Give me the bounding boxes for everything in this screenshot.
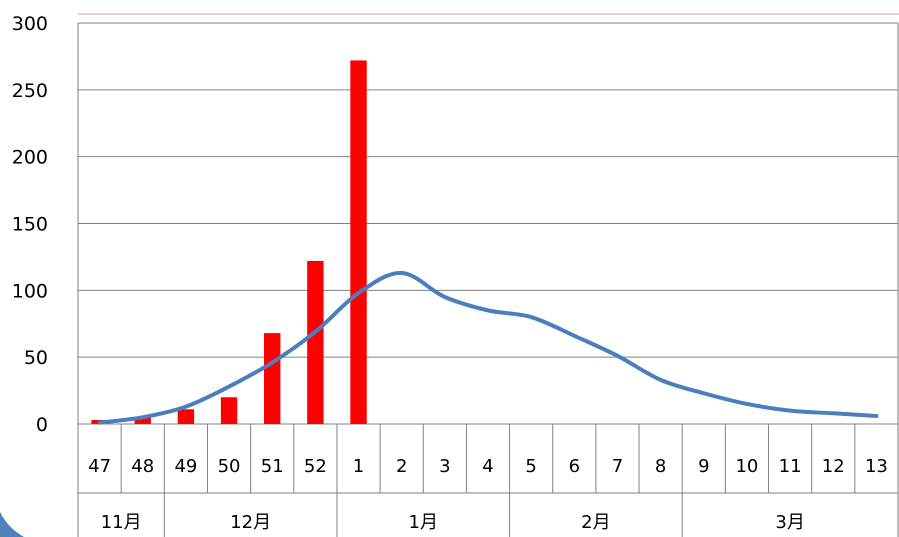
x-tick-label: 48	[131, 456, 154, 477]
y-tick-label: 150	[12, 214, 48, 236]
bar	[134, 417, 151, 424]
bar	[264, 333, 281, 424]
y-tick-label: 50	[24, 347, 48, 369]
line-path	[97, 270, 879, 425]
y-tick-label: 200	[12, 147, 48, 169]
y-tick-label: 100	[12, 280, 48, 302]
month-label: 12月	[230, 512, 271, 533]
x-tick-label: 3	[439, 456, 450, 477]
bar	[307, 260, 324, 424]
x-axis-months: 11月 12月 1月 2月 3月	[101, 493, 805, 537]
bar-series	[91, 60, 367, 424]
x-tick-label: 50	[218, 456, 241, 477]
bar	[220, 397, 238, 424]
x-tick-label: 7	[612, 456, 623, 477]
month-label: 2月	[581, 512, 610, 533]
month-label: 3月	[775, 512, 804, 533]
x-tick-label: 5	[525, 456, 536, 477]
month-label: 11月	[101, 512, 142, 533]
x-axis-categories: 47 48 49 50 51 52 1 2 3 4 5 6 7 8 9 10 11 12 13	[77, 424, 899, 493]
y-tick-label: 300	[12, 13, 48, 35]
x-tick-label: 8	[655, 456, 666, 477]
x-tick-label: 9	[698, 456, 709, 477]
bar	[350, 60, 367, 424]
y-tick-label: 250	[12, 80, 48, 102]
y-axis-ticks: 0 50 100 150 200 250 300	[12, 13, 48, 436]
x-tick-label: 10	[735, 456, 758, 477]
y-tick-label: 0	[36, 414, 48, 436]
corner-decoration	[0, 512, 24, 537]
x-tick-label: 51	[261, 456, 284, 477]
x-tick-label: 2	[396, 456, 407, 477]
x-tick-label: 13	[865, 456, 888, 477]
month-label: 1月	[409, 512, 438, 533]
bar	[177, 409, 195, 424]
x-tick-label: 4	[482, 456, 493, 477]
x-tick-label: 12	[822, 456, 845, 477]
line-series	[97, 270, 879, 425]
x-tick-label: 49	[174, 456, 197, 477]
x-tick-label: 6	[569, 456, 580, 477]
x-tick-label: 11	[779, 456, 802, 477]
x-tick-label: 47	[88, 456, 111, 477]
x-tick-label: 52	[304, 456, 327, 477]
x-tick-label: 1	[353, 456, 364, 477]
